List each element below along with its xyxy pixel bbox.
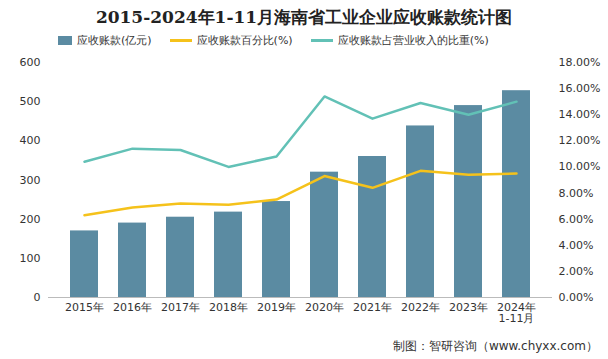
- svg-text:200: 200: [20, 213, 41, 226]
- svg-text:400: 400: [20, 134, 41, 147]
- html-text:应收账款百分比(%): 应收账款百分比(%): [196, 33, 293, 47]
- svg-text:6.00%: 6.00%: [559, 213, 594, 226]
- svg-text:500: 500: [20, 95, 41, 108]
- svg-text:2018年: 2018年: [209, 301, 248, 314]
- svg-text:12.00%: 12.00%: [559, 134, 601, 147]
- svg-text:0.00%: 0.00%: [559, 291, 594, 304]
- svg-text:2019年: 2019年: [257, 301, 296, 314]
- svg-text:2023年: 2023年: [449, 301, 488, 314]
- svg-text:2024年1-11月: 2024年1-11月: [497, 301, 536, 325]
- html-text:2015-2024年1-11月海南省工业企业应收账款统计图: 2015-2024年1-11月海南省工业企业应收账款统计图: [95, 7, 513, 27]
- svg-text:4.00%: 4.00%: [559, 239, 594, 252]
- svg-text:2017年: 2017年: [161, 301, 200, 314]
- svg-text:2020年: 2020年: [305, 301, 344, 314]
- svg-text:8.00%: 8.00%: [559, 187, 594, 200]
- svg-text:2.00%: 2.00%: [559, 265, 594, 278]
- svg-text:600: 600: [20, 56, 41, 69]
- svg-text:2021年: 2021年: [353, 301, 392, 314]
- svg-text:300: 300: [20, 174, 41, 187]
- html-text:应收账款占营业收入的比重(%): 应收账款占营业收入的比重(%): [337, 33, 489, 47]
- html-text:应收账款(亿元): 应收账款(亿元): [77, 33, 152, 47]
- svg-text:14.00%: 14.00%: [559, 108, 601, 121]
- svg-text:0: 0: [34, 291, 41, 304]
- svg-text:18.00%: 18.00%: [559, 56, 601, 69]
- svg-text:10.00%: 10.00%: [559, 160, 601, 173]
- svg-text:2015年: 2015年: [65, 301, 104, 314]
- svg-text:100: 100: [20, 252, 41, 265]
- svg-text:2016年: 2016年: [113, 301, 152, 314]
- html-text:制图：智研咨询（www.chyxx.com）: 制图：智研咨询（www.chyxx.com）: [392, 339, 598, 353]
- svg-text:16.00%: 16.00%: [559, 82, 601, 95]
- svg-text:2022年: 2022年: [401, 301, 440, 314]
